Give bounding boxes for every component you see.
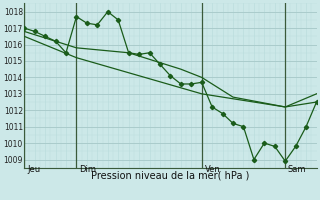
Text: Dim: Dim (79, 165, 96, 174)
Text: Jeu: Jeu (27, 165, 40, 174)
Text: Sam: Sam (288, 165, 307, 174)
Text: Ven: Ven (204, 165, 220, 174)
X-axis label: Pression niveau de la mer( hPa ): Pression niveau de la mer( hPa ) (91, 171, 250, 181)
